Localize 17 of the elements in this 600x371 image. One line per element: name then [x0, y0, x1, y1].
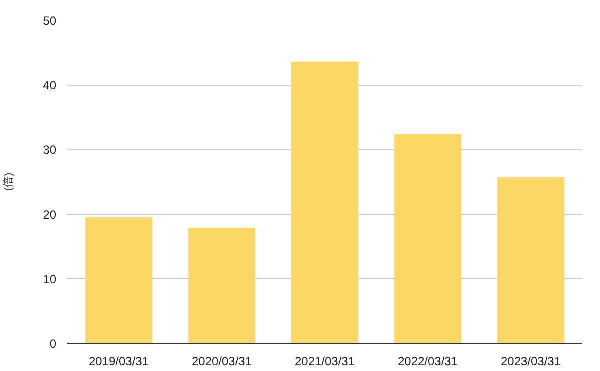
bar: [188, 228, 256, 344]
y-tick-label: 10: [43, 272, 57, 286]
bar: [292, 62, 358, 344]
x-tick-label: 2021/03/31: [294, 354, 356, 368]
x-tick-label: 2023/03/31: [500, 354, 562, 368]
y-tick-label: 0: [50, 337, 57, 351]
x-tick-label: 2019/03/31: [88, 354, 150, 368]
y-tick-label: 20: [43, 208, 57, 222]
y-tick-label: 30: [43, 143, 57, 158]
bar: [86, 218, 152, 344]
y-tick-label: 40: [43, 78, 57, 93]
bar: [394, 134, 462, 344]
x-tick-label: 2022/03/31: [398, 354, 458, 368]
bar: [498, 177, 564, 344]
x-tick-label: 2020/03/31: [192, 354, 252, 368]
y-axis-title: (倍): [2, 172, 16, 192]
y-tick-label: 50: [43, 14, 57, 28]
